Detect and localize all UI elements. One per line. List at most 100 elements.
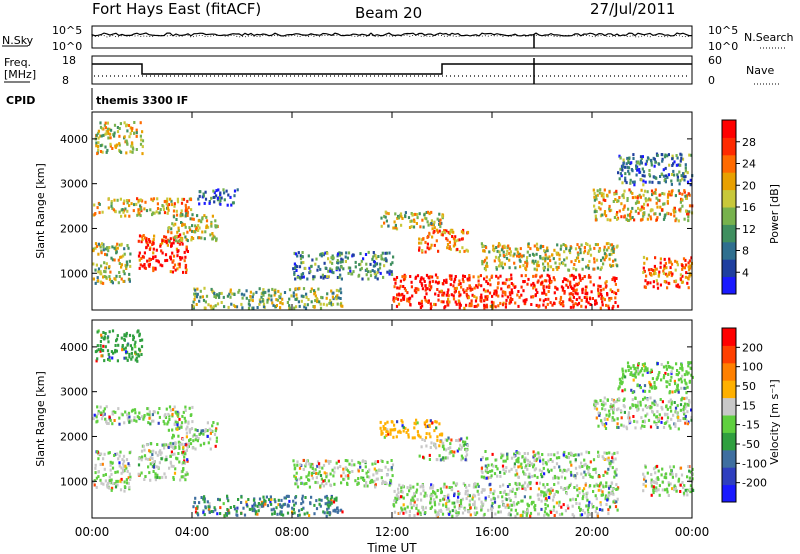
power-cell [561,280,565,284]
power-cell [336,254,339,258]
velocity-cell [319,504,322,508]
velocity-cell [455,514,458,517]
power-cell [654,272,657,275]
velocity-cell [98,452,101,456]
power-cell [423,216,427,220]
velocity-cell [369,481,372,484]
power-cell [667,173,670,177]
power-cell [671,272,674,276]
power-cell [666,199,669,203]
power-cell [358,263,361,267]
velocity-cell [543,485,546,489]
velocity-cell [308,514,311,517]
power-cell [159,244,162,248]
velocity-cell [407,433,410,437]
velocity-cell [524,473,527,476]
power-cell [330,303,333,307]
velocity-cell [682,417,686,421]
velocity-cell [688,400,691,404]
power-cell [184,225,187,229]
power-cell [555,251,558,255]
power-cell [501,245,504,249]
power-cell [644,199,648,203]
velocity-cell [303,482,306,486]
power-cell [106,127,110,131]
velocity-cell [423,421,426,425]
power-cell [212,189,215,193]
power-cell [654,267,657,271]
velocity-cell [346,469,350,473]
power-cell [650,189,654,193]
power-cell [394,225,397,229]
power-cell [400,298,403,302]
velocity-cell [646,370,649,374]
power-cell [662,271,665,275]
velocity-cell [103,335,106,339]
velocity-cell [108,479,112,483]
power-cell [275,304,278,307]
velocity-cell [574,498,577,502]
power-cell [639,155,643,159]
power-cell [338,289,341,293]
velocity-cell [469,506,472,510]
power-cell [359,252,362,256]
power-cell [131,150,134,154]
power-cell [612,264,615,268]
power-cell [196,287,199,291]
velocity-cell [613,470,616,474]
velocity-cell [273,510,276,514]
power-cell [572,289,575,293]
power-cell [261,299,264,303]
power-cell [345,251,348,255]
velocity-cell [293,511,296,515]
power-cell [230,203,233,207]
power-cell [642,271,645,274]
velocity-cell [453,501,456,505]
power-cell [682,172,685,176]
velocity-cell [372,473,375,477]
power-cell [584,305,587,309]
velocity-cell [569,451,572,455]
power-cell [525,259,528,263]
velocity-cell [656,417,659,421]
velocity-cell [450,450,454,454]
velocity-cell [588,466,591,470]
power-cell [425,292,428,296]
power-cell [128,135,131,139]
power-cell [505,278,508,282]
power-cell [94,268,97,272]
velocity-cell [613,475,616,479]
power-cell [576,251,579,255]
velocity-cell [185,471,188,475]
power-cell [300,275,303,279]
velocity-cell [451,509,454,513]
velocity-cell [417,509,420,513]
power-cell [486,289,489,293]
power-cell [151,199,154,203]
velocity-cell [540,475,543,479]
power-cell [231,292,234,296]
power-cell [649,281,652,285]
power-cell [177,234,180,238]
power-cell [600,288,603,292]
power-cell [601,213,604,217]
power-cell [177,226,180,230]
velocity-cell [570,463,573,467]
velocity-cell [619,381,622,385]
power-cell [331,254,334,258]
velocity-cell [587,451,591,455]
velocity-cell [597,488,600,492]
power-cell [392,255,395,259]
power-cell [673,279,676,283]
power-cell [597,292,600,295]
velocity-cell [101,414,104,418]
power-cell [608,207,611,211]
velocity-cell [443,482,446,486]
velocity-cell [142,444,145,448]
velocity-cell [182,445,185,449]
velocity-cell [670,400,673,404]
velocity-cell [547,513,550,517]
power-cell [387,224,390,228]
power-cell [454,235,457,239]
velocity-cell [119,450,122,454]
